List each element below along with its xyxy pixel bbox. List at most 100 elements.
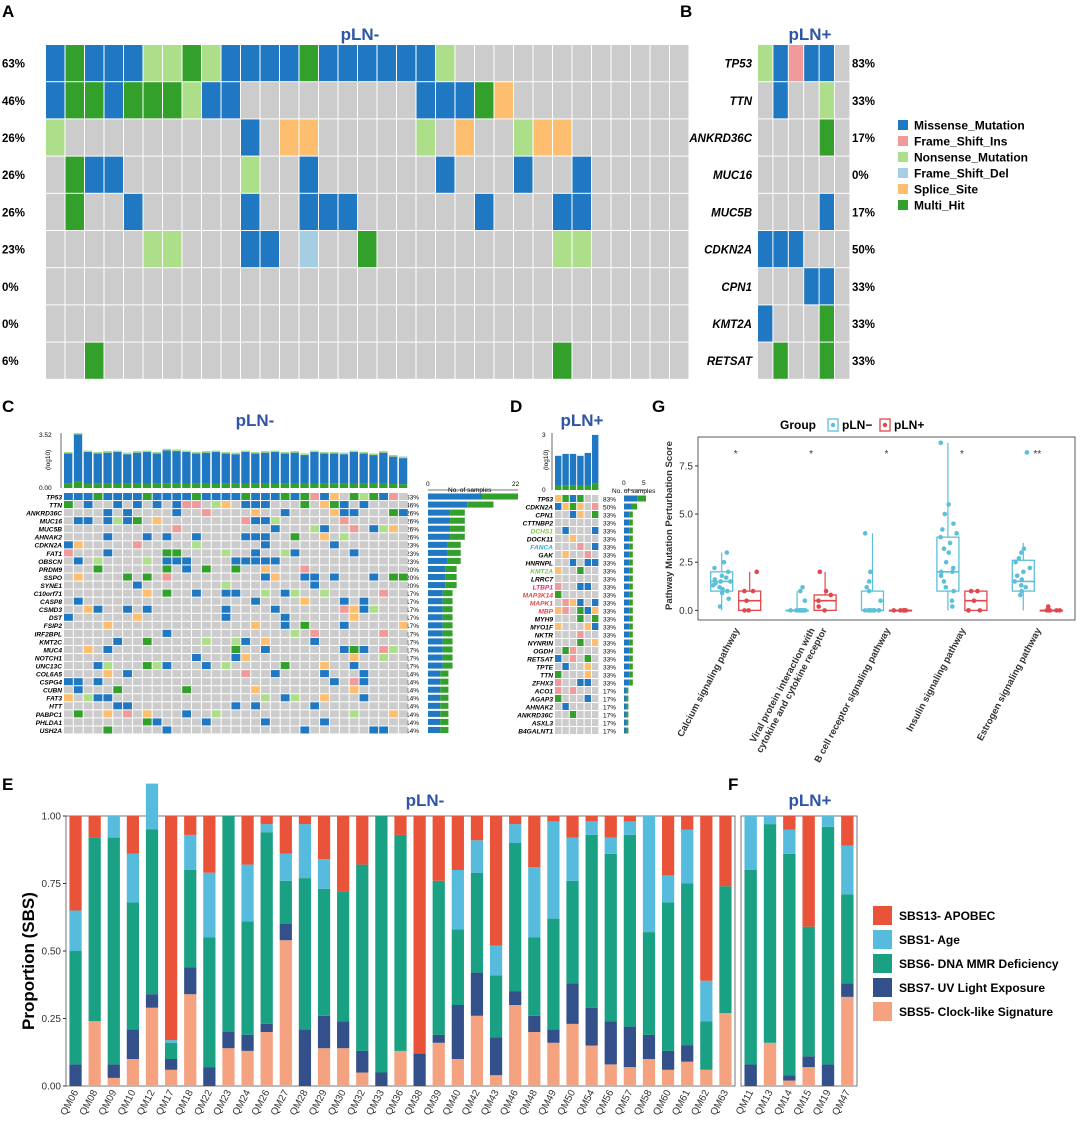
cell-c-KMT2C-33 xyxy=(389,637,398,645)
cell-d-ACO1-2 xyxy=(569,687,577,694)
cell-c-USH2A-4 xyxy=(103,726,113,734)
cell-c-FAT3-29 xyxy=(349,694,359,702)
sbs-bar-1-19-2 xyxy=(432,880,445,1035)
cell-d-NYNRIN-2 xyxy=(569,639,577,646)
cell-a-ANKRD36C-14 xyxy=(319,119,338,156)
cell-c-CSPG4-33 xyxy=(389,678,398,686)
cell-c-MUC4-12 xyxy=(182,645,192,653)
cell-b-MUC16-1 xyxy=(773,156,788,193)
cell-c-MUC16-32 xyxy=(379,517,389,525)
sbs-bar-1-22-1 xyxy=(489,1037,503,1076)
cell-c-HTT-6 xyxy=(123,702,132,710)
cell-a-TTN-32 xyxy=(670,82,689,119)
count-bar-d-multi-LRRC7 xyxy=(629,575,633,582)
sbs-bar-1-27-1 xyxy=(585,1007,598,1046)
cell-c-SYNE1-1 xyxy=(73,581,83,589)
cell-c-CSMD3-26 xyxy=(320,605,329,613)
sbs-bar-1-27-3 xyxy=(585,821,598,835)
cell-c-TTN-18 xyxy=(241,501,251,509)
count-bar-c-HTT xyxy=(428,702,441,709)
cell-d-NYNRIN-4 xyxy=(584,639,591,646)
sbs-bar-1-27-4 xyxy=(585,816,598,822)
sbs-bar-1-33-4 xyxy=(700,816,713,981)
count-bar-d-MAPK1 xyxy=(624,599,630,606)
sbs-bar-1-14-4 xyxy=(337,816,350,892)
legend-a-label-2: Nonsense_Mutation xyxy=(914,151,1028,165)
cell-a-MUC5B-2 xyxy=(85,193,104,230)
cell-b-TTN-3 xyxy=(804,82,819,119)
count-bar-c-SSPO xyxy=(428,574,446,581)
cell-c-FSIP2-21 xyxy=(270,621,280,629)
cell-c-HTT-8 xyxy=(142,702,152,710)
boxplot-point-4-0-4 xyxy=(1012,579,1018,584)
boxplot-point-3-0-6 xyxy=(938,569,944,575)
sbs-bar-1-11-4 xyxy=(279,816,292,854)
cell-c-NOTCH1-20 xyxy=(261,654,270,662)
cell-c-HTT-30 xyxy=(359,702,369,710)
sbs-bar-1-24-3 xyxy=(528,867,541,938)
pct-c-PRDM9: 20% xyxy=(406,567,419,574)
sbs-bar-1-18-1 xyxy=(413,1053,426,1086)
cell-a-MUC16-28 xyxy=(592,156,611,193)
count-bar-d-TTN xyxy=(624,671,630,678)
pct-d-CDKN2A: 50% xyxy=(603,504,616,511)
cell-c-USH2A-14 xyxy=(201,726,211,734)
cell-d-LRRC7-5 xyxy=(592,575,599,582)
cell-d-ASXL3-3 xyxy=(577,719,584,726)
cell-c-PHLDA1-13 xyxy=(192,718,201,726)
cell-d-RETSAT-2 xyxy=(569,655,577,662)
cell-a-MUC16-1 xyxy=(65,156,84,193)
cell-c-NOTCH1-27 xyxy=(329,654,339,662)
cell-c-FSIP2-12 xyxy=(182,621,192,629)
sbs-bar-2-0-3 xyxy=(744,816,757,870)
tmb-ymax-d: 3 xyxy=(542,432,546,439)
cell-c-FAT3-14 xyxy=(201,694,211,702)
cell-c-FAT3-12 xyxy=(182,694,192,702)
cell-c-MUC5B-9 xyxy=(152,525,162,533)
sbs-bar-1-27-0 xyxy=(585,1045,598,1086)
cell-c-FSIP2-15 xyxy=(211,621,221,629)
cell-c-MUC16-31 xyxy=(369,517,379,525)
cell-d-TTN-3 xyxy=(577,671,584,678)
cell-c-CDKN2A-1 xyxy=(73,541,83,549)
cell-c-HTT-7 xyxy=(132,702,142,710)
cell-a-CPN1-30 xyxy=(631,268,650,305)
sbs-bar-1-23-1 xyxy=(509,991,522,1005)
tmb-bar-c-multi-6 xyxy=(123,483,132,488)
cell-c-CDKN2A-18 xyxy=(241,541,251,549)
cell-c-CDKN2A-33 xyxy=(389,541,398,549)
sbs-bar-1-34-4 xyxy=(719,816,732,887)
cell-c-CSMD3-0 xyxy=(64,605,73,613)
cell-c-PABPC1-11 xyxy=(172,710,182,718)
cell-d-LRRC7-4 xyxy=(584,575,591,582)
cell-c-NOTCH1-22 xyxy=(280,654,290,662)
cell-c-AHNAK2-24 xyxy=(300,533,310,541)
cell-a-ANKRD36C-16 xyxy=(358,119,377,156)
cell-d-TTN-2 xyxy=(569,671,577,678)
cell-a-TP53-30 xyxy=(631,45,650,82)
gene-c-C10orf71: C10orf71 xyxy=(34,591,63,598)
cell-c-SYNE1-17 xyxy=(231,581,241,589)
cell-c-PHLDA1-26 xyxy=(320,718,329,726)
tmb-bar-c-28 xyxy=(339,452,349,484)
cell-a-MUC16-15 xyxy=(338,156,357,193)
cell-c-AHNAK2-23 xyxy=(290,533,300,541)
pct-minus-ANKRD36C: 26% xyxy=(2,133,25,145)
cell-c-PHLDA1-2 xyxy=(83,718,93,726)
sbs-bar-1-9-3 xyxy=(241,864,254,922)
boxplot-point-2-1-5 xyxy=(898,608,903,613)
pct-d-ZFHX3: 33% xyxy=(603,680,616,687)
cell-a-TTN-12 xyxy=(280,82,299,119)
cell-c-SYNE1-24 xyxy=(300,581,310,589)
cell-c-KMT2C-10 xyxy=(162,637,172,645)
pct-c-CASP8: 17% xyxy=(406,599,419,606)
cell-d-AHNAK2-4 xyxy=(584,703,591,710)
cell-c-ANKRD36C-31 xyxy=(369,509,379,517)
cell-c-AHNAK2-29 xyxy=(349,533,359,541)
cell-c-KMT2C-24 xyxy=(300,637,310,645)
cell-a-MUC5B-10 xyxy=(241,193,260,230)
sbs-bar-2-2-2 xyxy=(783,853,796,1076)
count-bar-c-multi-OBSCN xyxy=(447,557,461,564)
cell-c-FSIP2-13 xyxy=(192,621,201,629)
cell-c-PHLDA1-5 xyxy=(113,718,123,726)
